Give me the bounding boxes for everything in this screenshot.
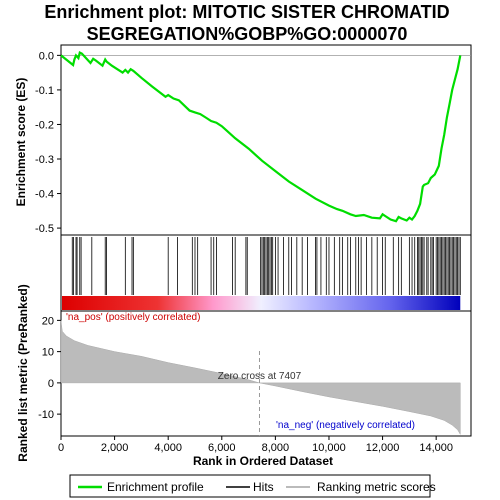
ranking-axis: 20 10 0 -10 — [38, 315, 61, 421]
enrichment-profile — [60, 51, 462, 223]
plot-title-line1: Enrichment plot: MITOTIC SISTER CHROMATI… — [44, 2, 449, 22]
ranking-color-bar — [62, 296, 461, 310]
x-tick-label: 12,000 — [366, 442, 400, 454]
ranking-ylabel: Ranked list metric (PreRanked) — [16, 284, 30, 461]
ranking-ytick-label: 10 — [42, 347, 54, 359]
hit-marks — [71, 237, 461, 295]
es-ytick-label: -0.5 — [35, 223, 54, 235]
legend-box — [69, 474, 431, 498]
ranking-metric-area — [60, 320, 461, 436]
heat-bar-rect — [62, 296, 461, 310]
es-axis: 0.0 -0.1 -0.2 -0.3 -0.4 -0.5 — [35, 50, 61, 235]
es-ytick-label: -0.1 — [35, 85, 54, 97]
x-tick-label: 8,000 — [262, 442, 290, 454]
x-tick-label: 6,000 — [208, 442, 236, 454]
x-tick-label: 4,000 — [154, 442, 182, 454]
zero-cross-label: Zero cross at 7407 — [218, 371, 302, 382]
positive-correlation-label: 'na_pos' (positively correlated) — [66, 312, 200, 323]
plot-title-line2: SEGREGATION%GOBP%GO:0000070 — [87, 24, 408, 44]
es-ytick-label: -0.3 — [35, 154, 54, 166]
es-ytick-label: -0.4 — [35, 189, 54, 201]
legend-ranking-label: Ranking metric scores — [317, 480, 436, 494]
es-ytick-label: 0.0 — [39, 50, 54, 62]
x-tick-label: 10,000 — [312, 442, 346, 454]
es-ylabel: Enrichment score (ES) — [14, 78, 28, 207]
x-axis: 0 2,000 4,000 6,000 8,000 10,000 12,000 14,000 — [58, 436, 453, 454]
ranking-ytick-label: 0 — [48, 378, 54, 390]
x-tick-label: 0 — [58, 442, 64, 454]
x-tick-label: 14,000 — [419, 442, 453, 454]
negative-correlation-label: 'na_neg' (negatively correlated) — [276, 420, 415, 431]
ranking-metric-fill — [60, 320, 461, 436]
es-ytick-label: -0.2 — [35, 119, 54, 131]
legend-hits-label: Hits — [253, 480, 274, 494]
x-axis-label: Rank in Ordered Dataset — [193, 454, 333, 468]
legend-enrichment-label: Enrichment profile — [107, 480, 204, 494]
enrichment-profile-line — [60, 51, 462, 223]
ranking-ytick-label: 20 — [42, 315, 54, 327]
ranking-ytick-label: -10 — [38, 409, 54, 421]
x-tick-label: 2,000 — [101, 442, 129, 454]
